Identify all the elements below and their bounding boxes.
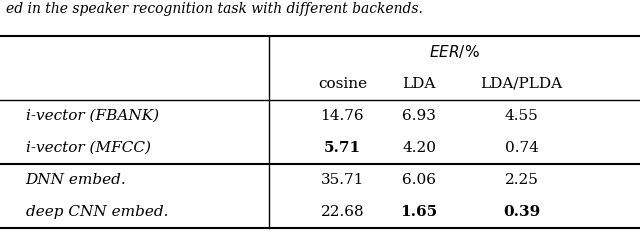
Text: deep CNN embed.: deep CNN embed. (26, 205, 168, 219)
Text: 35.71: 35.71 (321, 173, 364, 187)
Text: DNN embed.: DNN embed. (26, 173, 126, 187)
Text: 0.39: 0.39 (503, 205, 540, 219)
Text: LDA/PLDA: LDA/PLDA (481, 77, 563, 91)
Text: 1.65: 1.65 (401, 205, 438, 219)
Text: 0.74: 0.74 (505, 141, 538, 155)
Text: i-vector (MFCC): i-vector (MFCC) (26, 141, 150, 155)
Text: ed in the speaker recognition task with different backends.: ed in the speaker recognition task with … (6, 2, 423, 16)
Text: 2.25: 2.25 (505, 173, 538, 187)
Text: 4.55: 4.55 (505, 109, 538, 123)
Text: i-vector (FBANK): i-vector (FBANK) (26, 109, 159, 123)
Text: $EER/\%$: $EER/\%$ (429, 43, 480, 60)
Text: 14.76: 14.76 (321, 109, 364, 123)
Text: 5.71: 5.71 (324, 141, 361, 155)
Text: 4.20: 4.20 (402, 141, 436, 155)
Text: 6.93: 6.93 (403, 109, 436, 123)
Text: LDA: LDA (403, 77, 436, 91)
Text: 22.68: 22.68 (321, 205, 364, 219)
Text: cosine: cosine (318, 77, 367, 91)
Text: 6.06: 6.06 (402, 173, 436, 187)
